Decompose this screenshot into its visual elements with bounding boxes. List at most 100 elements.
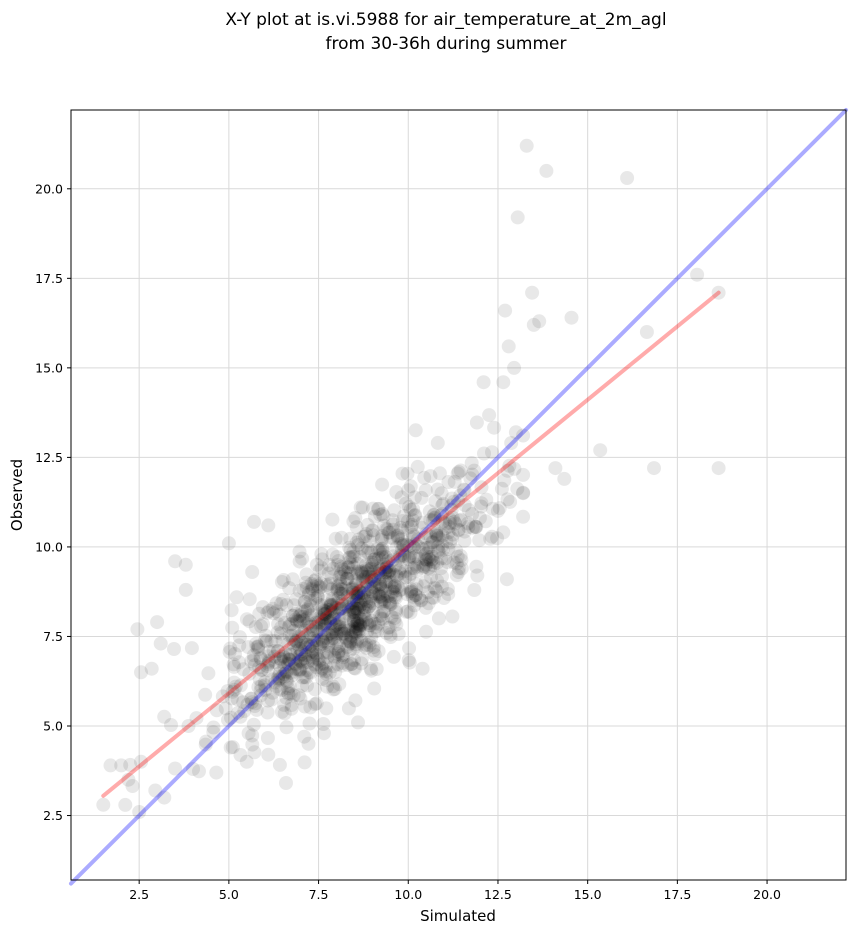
scatter-point [352, 624, 367, 639]
scatter-point [296, 626, 311, 641]
scatter-point [181, 719, 196, 733]
scatter-point [336, 586, 351, 601]
scatter-point [268, 634, 283, 649]
scatter-point [272, 666, 287, 681]
scatter-point [249, 636, 264, 651]
scatter-point [315, 616, 330, 631]
scatter-point [360, 578, 375, 593]
scatter-point [330, 582, 345, 597]
scatter-point [444, 531, 459, 546]
scatter-point [309, 660, 324, 675]
scatter-point [311, 615, 326, 630]
scatter-point [362, 618, 377, 633]
scatter-point [297, 699, 312, 714]
scatter-point [366, 605, 381, 620]
scatter-point [367, 552, 382, 567]
scatter-point [503, 494, 518, 509]
scatter-point [329, 627, 344, 642]
scatter-point [299, 567, 314, 582]
scatter-point [346, 602, 360, 617]
scatter-point [375, 592, 390, 607]
scatter-point [333, 559, 348, 574]
scatter-point [360, 540, 375, 555]
scatter-point [340, 589, 355, 604]
scatter-point [453, 512, 468, 527]
scatter-point [157, 709, 172, 724]
scatter-point [362, 599, 377, 614]
scatter-point [431, 539, 445, 554]
scatter-point [300, 663, 315, 678]
scatter-point [341, 623, 356, 638]
scatter-point [261, 693, 275, 708]
scatter-point [422, 552, 437, 567]
scatter-point [292, 663, 307, 678]
scatter-point [299, 580, 314, 595]
scatter-point [379, 522, 394, 537]
scatter-point [282, 617, 297, 632]
scatter-point [421, 585, 435, 600]
scatter-point [372, 561, 387, 576]
scatter-point [354, 541, 369, 556]
scatter-point [385, 522, 400, 537]
scatter-point [416, 560, 431, 575]
scatter-point [371, 501, 385, 516]
scatter-point [340, 639, 355, 654]
scatter-point [457, 483, 472, 498]
scatter-point [186, 762, 200, 776]
scatter-point [232, 630, 247, 645]
scatter-point [281, 686, 296, 701]
scatter-point [437, 591, 451, 605]
scatter-point [245, 737, 260, 752]
scatter-point [400, 514, 415, 529]
scatter-point [418, 552, 432, 567]
scatter-point [371, 501, 386, 516]
scatter-point [474, 499, 489, 514]
scatter-point [306, 644, 321, 659]
scatter-point [397, 570, 412, 585]
scatter-point [318, 617, 333, 632]
scatter-point [408, 508, 423, 522]
scatter-point [429, 524, 444, 539]
scatter-point [271, 617, 286, 632]
scatter-point [317, 626, 332, 641]
scatter-point [374, 588, 389, 603]
scatter-point [377, 595, 391, 610]
scatter-point [472, 533, 487, 548]
scatter-point [251, 639, 266, 654]
scatter-point [365, 565, 380, 580]
scatter-point [414, 520, 429, 535]
scatter-point [315, 660, 329, 675]
scatter-point [490, 503, 505, 518]
scatter-point [341, 701, 356, 716]
scatter-point [367, 647, 382, 662]
scatter-point [593, 443, 608, 458]
scatter-point [362, 534, 377, 549]
scatter-point [298, 652, 313, 667]
scatter-point [315, 606, 330, 621]
scatter-point [390, 528, 405, 543]
scatter-point [303, 594, 318, 608]
scatter-point [324, 598, 338, 613]
scatter-point [130, 622, 145, 637]
scatter-point [283, 686, 298, 701]
scatter-point [184, 641, 199, 656]
scatter-point [342, 607, 357, 622]
scatter-point [299, 670, 313, 685]
scatter-point [428, 494, 443, 509]
scatter-point [315, 552, 330, 567]
scatter-point [507, 360, 522, 375]
scatter-point [403, 549, 417, 563]
scatter-point [387, 614, 402, 629]
scatter-point [319, 673, 334, 688]
scatter-point [325, 627, 340, 642]
scatter-point [401, 520, 416, 535]
scatter-point [275, 669, 290, 684]
scatter-point [378, 584, 393, 599]
scatter-point [430, 573, 445, 588]
scatter-point [262, 604, 277, 619]
scatter-point [321, 566, 336, 581]
scatter-point [293, 662, 308, 677]
scatter-point [371, 565, 386, 579]
scatter-point [334, 648, 349, 663]
scatter-point [324, 570, 339, 585]
